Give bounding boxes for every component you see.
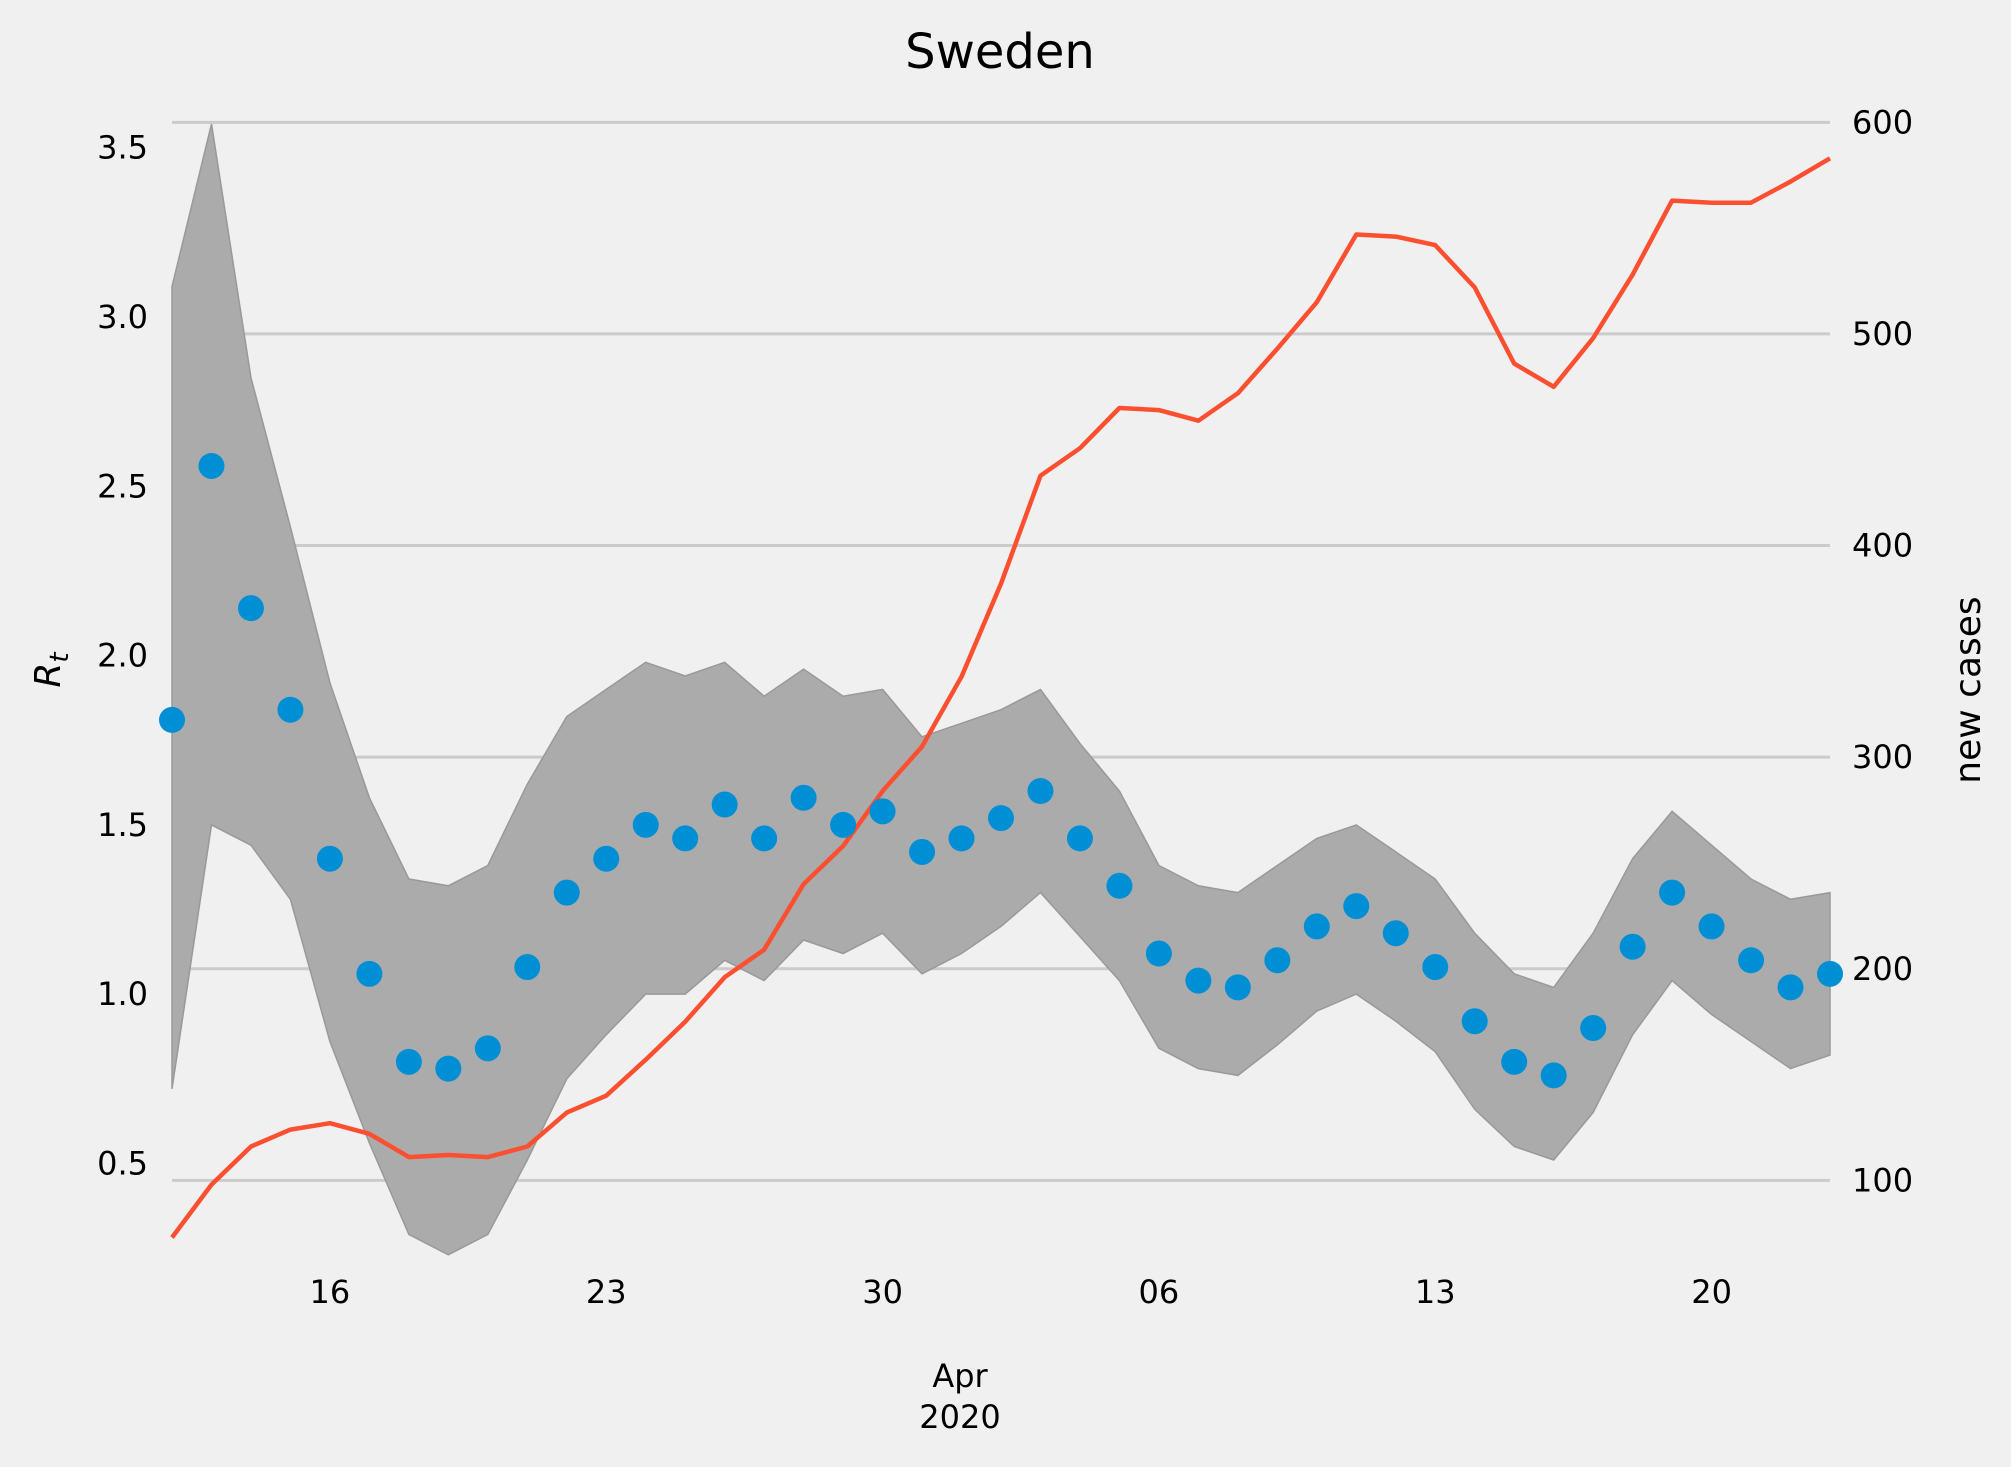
y-right-tick-label: 600 [1852, 103, 1913, 141]
x-tick-label: 06 [1139, 1273, 1180, 1311]
rt-point [514, 954, 541, 981]
x-axis: 16 23 30 06 13 20 [310, 1273, 1732, 1311]
y-left-tick-label: 3.5 [97, 129, 148, 167]
rt-point [159, 706, 185, 733]
rt-point [356, 960, 383, 987]
y-left-tick-label: 2.5 [97, 467, 148, 505]
x-tick-label: 30 [862, 1273, 903, 1311]
rt-point [869, 798, 896, 825]
y-right-tick-label: 300 [1852, 738, 1913, 776]
rt-point [1580, 1015, 1607, 1041]
rt-point [909, 838, 936, 865]
rt-point [1422, 954, 1449, 981]
x-tick-label: 16 [310, 1273, 351, 1311]
rt-point [1659, 879, 1686, 906]
rt-point [948, 825, 975, 852]
rt-point [1185, 967, 1212, 994]
rt-point [1817, 960, 1843, 987]
y-axis-left: 0.5 1.0 1.5 2.0 2.5 3.0 3.5 [97, 129, 148, 1183]
rt-point [474, 1035, 501, 1062]
rt-point [711, 791, 738, 818]
x-tick-label: 23 [586, 1273, 627, 1311]
y-left-tick-label: 2.0 [97, 637, 148, 675]
y-axis-left-label: Rt [28, 652, 75, 688]
y-left-tick-label: 1.0 [97, 975, 148, 1013]
rt-point [198, 452, 225, 479]
rt-point [790, 784, 817, 811]
rt-point [1224, 974, 1251, 1001]
rt-point [277, 696, 304, 723]
rt-point [1461, 1008, 1488, 1035]
y-axis-left-label-main: R [28, 663, 69, 688]
rt-point [1540, 1062, 1567, 1089]
chart-title: Sweden [905, 24, 1095, 80]
x-axis-month-label: Apr [932, 1357, 988, 1395]
rt-interval-area [171, 123, 1831, 1256]
rt-point [1264, 947, 1291, 974]
y-right-tick-label: 100 [1852, 1161, 1913, 1199]
x-tick-label: 13 [1415, 1273, 1456, 1311]
rt-point [1145, 940, 1172, 967]
new-cases-series [170, 156, 1832, 1239]
rt-series [159, 452, 1843, 1089]
rt-point [1777, 974, 1804, 1001]
y-left-tick-label: 1.5 [97, 806, 148, 844]
rt-point [632, 811, 659, 838]
y-left-tick-label: 3.0 [97, 298, 148, 336]
rt-point [1027, 778, 1054, 804]
y-axis-right-label: new cases [1948, 596, 1989, 783]
rt-point [830, 811, 857, 838]
x-tick-label: 20 [1691, 1273, 1732, 1311]
rt-point [1698, 913, 1725, 940]
rt-point [1303, 913, 1330, 940]
rt-point [1619, 933, 1646, 960]
rt-point [672, 825, 699, 852]
rt-point [395, 1048, 422, 1075]
rt-point [553, 879, 580, 906]
rt-point [1066, 825, 1093, 852]
y-axis-right: 100 200 300 400 500 600 [1852, 103, 1913, 1199]
y-right-tick-label: 400 [1852, 527, 1913, 565]
y-left-tick-label: 0.5 [97, 1144, 148, 1182]
rt-point [1343, 893, 1370, 920]
rt-point [435, 1055, 462, 1082]
y-axis-left-label-subscript: t [45, 652, 75, 663]
y-right-tick-label: 500 [1852, 315, 1913, 353]
y-right-tick-label: 200 [1852, 950, 1913, 988]
rt-point [1106, 872, 1133, 899]
rt-point [751, 825, 778, 852]
rt-interval-band [171, 123, 1831, 1256]
rt-point [1738, 947, 1765, 974]
x-axis-year-label: 2020 [919, 1398, 1000, 1436]
rt-point [1382, 920, 1409, 947]
new-cases-line [170, 156, 1832, 1239]
rt-point [237, 595, 264, 622]
rt-point [593, 845, 620, 872]
rt-point [316, 845, 343, 872]
rt-point [1501, 1048, 1528, 1075]
rt-point [988, 805, 1014, 832]
